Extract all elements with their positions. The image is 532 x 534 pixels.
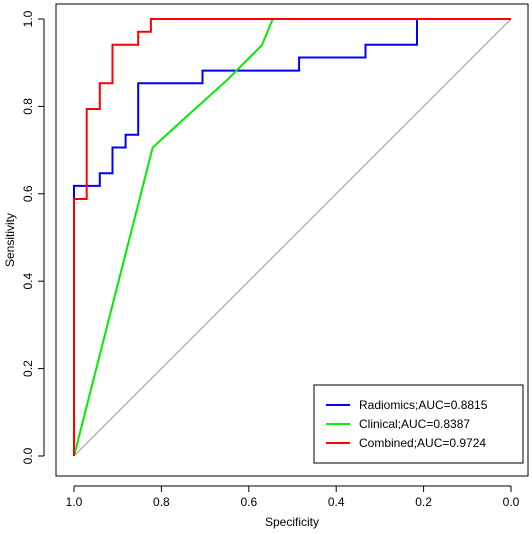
axes: 1.0 0.8 0.6 0.4 0.2 0.0 0.0 0.2 0.4 0.6 0.8 1.0 — [21, 10, 520, 509]
legend-label-clinical: Clinical;AUC=0.8387 — [359, 417, 470, 431]
x-tick-label: 0.2 — [415, 495, 432, 509]
y-tick-label: 0.0 — [21, 447, 35, 464]
x-tick-label: 0.8 — [153, 495, 170, 509]
y-tick-label: 0.2 — [21, 360, 35, 377]
series-line-radiomics — [73, 18, 511, 456]
y-axis-title: Sensitivity — [3, 213, 17, 267]
y-tick-label: 0.4 — [21, 273, 35, 290]
legend-label-combined: Combined;AUC=0.9724 — [359, 436, 486, 450]
series-line-combined — [73, 18, 511, 456]
reference-line — [73, 18, 512, 457]
x-tick-label: 0.6 — [240, 495, 257, 509]
y-tick-label: 0.6 — [21, 185, 35, 202]
y-tick-label: 1.0 — [21, 10, 35, 27]
y-tick-label: 0.8 — [21, 98, 35, 115]
x-tick-label: 0.4 — [328, 495, 345, 509]
plot-frame — [55, 3, 529, 477]
x-tick-label: 0.0 — [503, 495, 520, 509]
x-axis-title: Specificity — [265, 515, 319, 529]
x-tick-label: 1.0 — [66, 495, 83, 509]
series-lines — [73, 18, 511, 457]
legend: Radiomics;AUC=0.8815 Clinical;AUC=0.8387… — [313, 384, 524, 464]
reference-diagonal — [73, 18, 512, 457]
legend-label-radiomics: Radiomics;AUC=0.8815 — [359, 398, 488, 412]
